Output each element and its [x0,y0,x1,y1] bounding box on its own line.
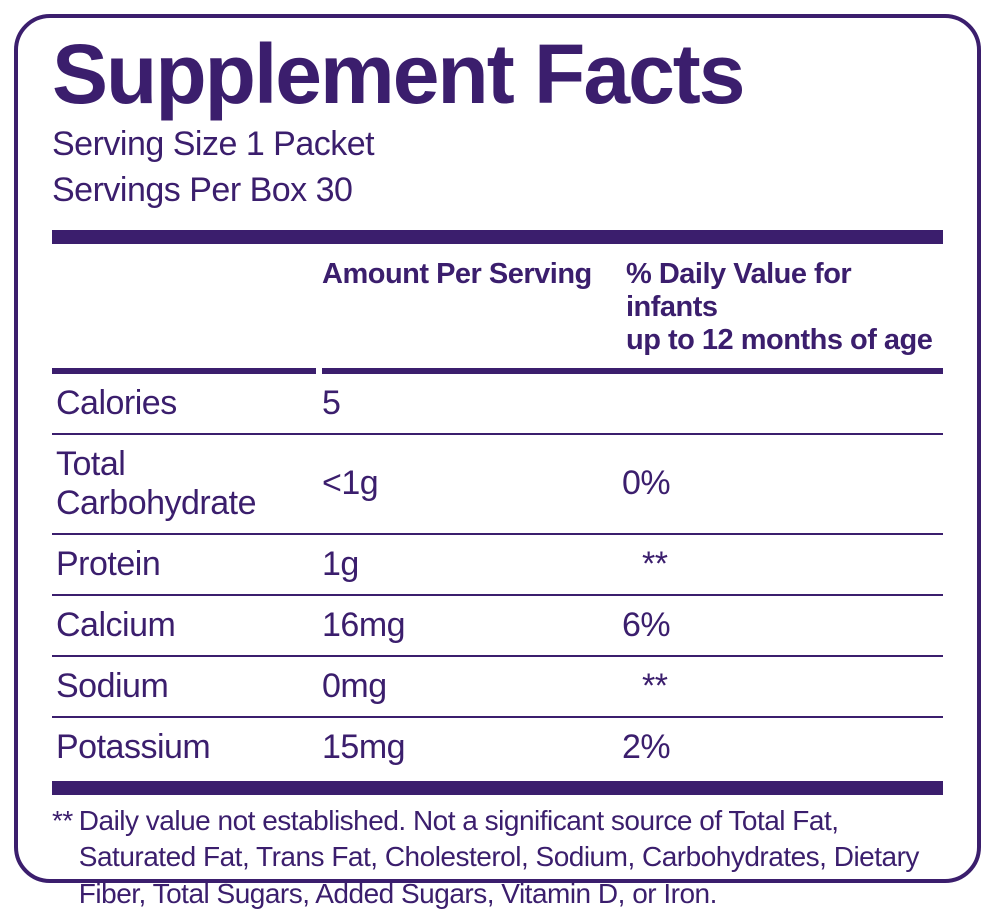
nutrient-amount: 5 [322,374,622,434]
nutrient-amount: 15mg [322,717,622,781]
nutrient-daily-value: 2% [622,717,943,781]
nutrient-name: Sodium [52,656,322,717]
footnote-text: Daily value not established. Not a signi… [79,803,943,912]
nutrient-name: Potassium [52,717,322,781]
header-amount: Amount Per Serving [322,244,622,368]
table-row: Potassium15mg2% [52,717,943,781]
nutrient-daily-value: 0% [622,434,943,534]
serving-info: Serving Size 1 Packet Servings Per Box 3… [52,122,943,214]
table-row: Calcium16mg6% [52,595,943,656]
nutrient-name: Total Carbohydrate [52,434,322,534]
nutrient-amount: 1g [322,534,622,595]
facts-table: Amount Per Serving % Daily Value for inf… [52,244,943,781]
nutrient-amount: <1g [322,434,622,534]
nutrient-daily-value: ** [622,534,943,595]
servings-per-box: Servings Per Box 30 [52,168,943,214]
serving-size: Serving Size 1 Packet [52,122,943,168]
nutrient-amount: 16mg [322,595,622,656]
nutrient-name: Protein [52,534,322,595]
nutrient-daily-value: 6% [622,595,943,656]
nutrient-amount: 0mg [322,656,622,717]
table-row: Sodium0mg** [52,656,943,717]
panel-title: Supplement Facts [52,32,943,116]
footnote-stars: ** [52,803,79,912]
nutrient-name: Calcium [52,595,322,656]
nutrient-daily-value: ** [622,656,943,717]
nutrient-name: Calories [52,374,322,434]
header-daily-value: % Daily Value for infants up to 12 month… [622,244,943,368]
header-dv-line1: % Daily Value for infants [626,258,851,323]
supplement-facts-panel: Supplement Facts Serving Size 1 Packet S… [14,14,981,883]
top-thick-bar [52,230,943,244]
facts-body: Calories5Total Carbohydrate<1g0%Protein1… [52,374,943,781]
bottom-thick-bar [52,781,943,795]
nutrient-daily-value [622,374,943,434]
table-row: Protein1g** [52,534,943,595]
header-row: Amount Per Serving % Daily Value for inf… [52,244,943,368]
footnote: ** Daily value not established. Not a si… [52,803,943,912]
header-name [52,244,322,368]
table-row: Total Carbohydrate<1g0% [52,434,943,534]
header-dv-line2: up to 12 months of age [626,324,932,356]
table-row: Calories5 [52,374,943,434]
